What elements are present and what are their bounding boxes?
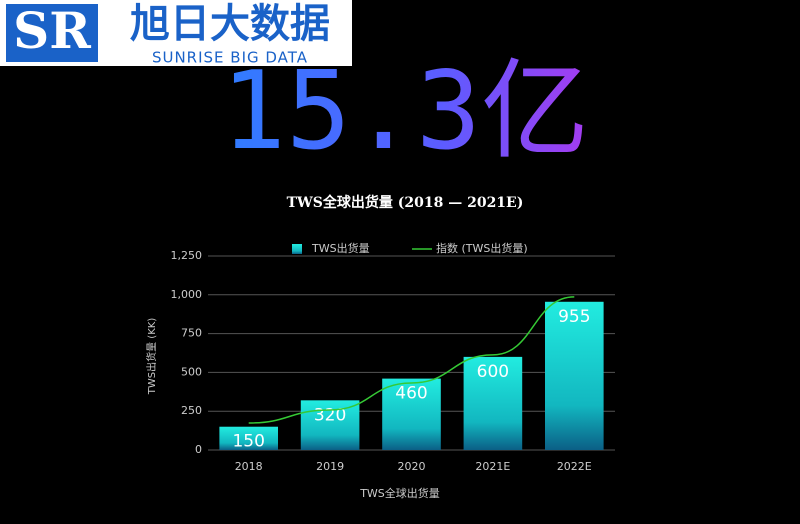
data-label: 955	[558, 307, 590, 327]
bar	[300, 400, 360, 450]
x-tick-label: 2018	[235, 460, 263, 473]
logo-name: 旭日大数据	[130, 1, 330, 47]
x-tick-label: 2020	[398, 460, 426, 473]
logo-mark-box	[6, 4, 98, 62]
legend-label: TWS出货量	[311, 241, 370, 255]
data-label: 460	[395, 384, 427, 404]
bar	[219, 426, 279, 450]
legend-swatch	[292, 244, 302, 254]
x-tick-label: 2022E	[557, 460, 592, 473]
data-label: 600	[477, 362, 509, 382]
legend-label: 指数 (TWS出货量)	[436, 241, 528, 255]
bar	[382, 378, 441, 450]
x-axis-label: TWS全球出货量	[359, 486, 440, 500]
y-tick-label: 750	[181, 327, 202, 340]
x-tick-label: 2021E	[475, 460, 510, 473]
y-tick-label: 0	[195, 443, 202, 456]
y-tick-label: 500	[181, 365, 202, 378]
bar	[463, 356, 523, 450]
headline: 15.3亿	[221, 49, 589, 174]
logo-mark: SR	[13, 1, 91, 60]
y-tick-label: 250	[181, 404, 202, 417]
y-tick-label: 1,000	[171, 288, 203, 301]
y-tick-label: 1,250	[171, 249, 203, 262]
chart-title: TWS全球出货量 (2018 — 2021E)	[287, 194, 524, 211]
data-label: 320	[314, 405, 346, 425]
x-tick-label: 2019	[316, 460, 344, 473]
y-axis-label: TWS出货量 (KK)	[145, 318, 158, 396]
bar	[544, 301, 604, 450]
logo-tagline: SUNRISE BIG DATA	[152, 49, 308, 67]
data-label: 150	[232, 432, 264, 452]
trend-line	[248, 296, 575, 424]
